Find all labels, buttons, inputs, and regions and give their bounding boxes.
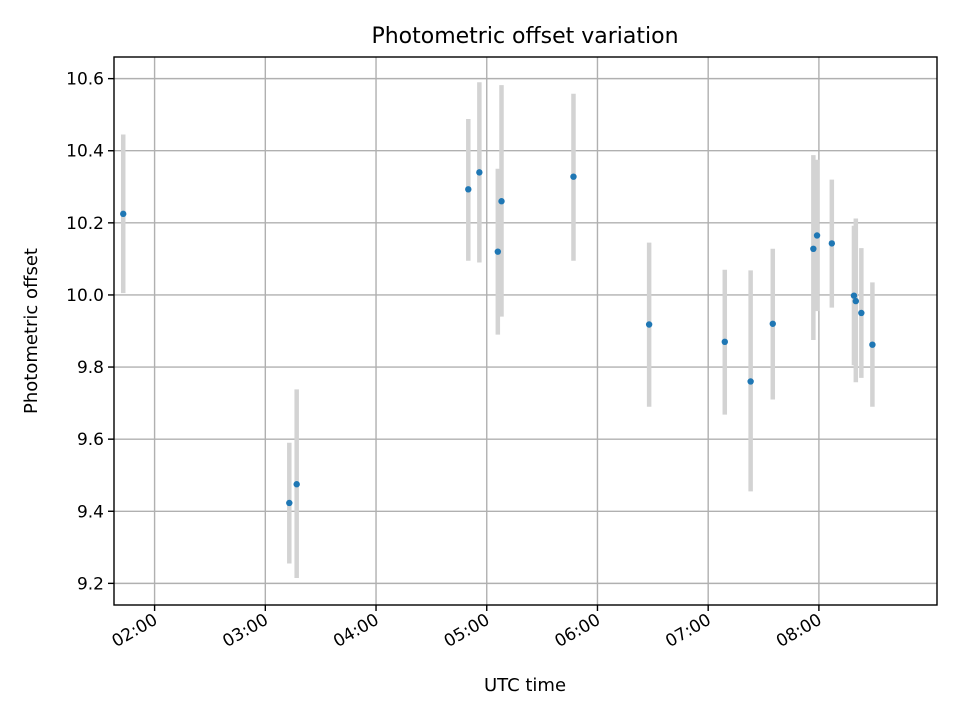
data-point [286,499,293,507]
data-point [850,292,858,299]
data-point [498,198,505,205]
data-point [858,309,865,317]
x-axis-label: UTC time [484,675,566,696]
data-point [645,321,653,328]
y-axis: 9.2 9.4 9.6 9.8 10.0 10.2 10.4 10.6 [66,70,114,594]
y-tick-label: 10.0 [66,286,104,306]
data-point [810,245,817,252]
chart-title: Photometric offset variation [371,24,678,49]
y-tick-label: 9.2 [77,574,104,594]
data-point [120,210,127,218]
y-tick-label: 10.4 [66,142,104,162]
data-point [476,169,483,176]
data-point [828,240,836,247]
data-point [747,378,754,385]
grid [114,57,937,605]
data-point [570,173,577,180]
data-point [869,341,876,348]
y-tick-label: 10.2 [66,214,104,234]
data-points [120,169,876,507]
data-point [813,232,821,239]
plot-frame [113,56,938,606]
data-point [852,297,860,305]
data-point [494,248,502,255]
y-tick-label: 9.4 [77,502,104,522]
data-point [769,320,776,327]
y-tick-label: 10.6 [66,70,104,90]
y-tick-label: 9.6 [77,430,104,450]
data-point [293,481,300,488]
y-tick-label: 9.8 [77,358,104,378]
y-axis-label: Photometric offset [21,248,42,414]
data-point [465,186,472,193]
data-point [721,338,728,346]
